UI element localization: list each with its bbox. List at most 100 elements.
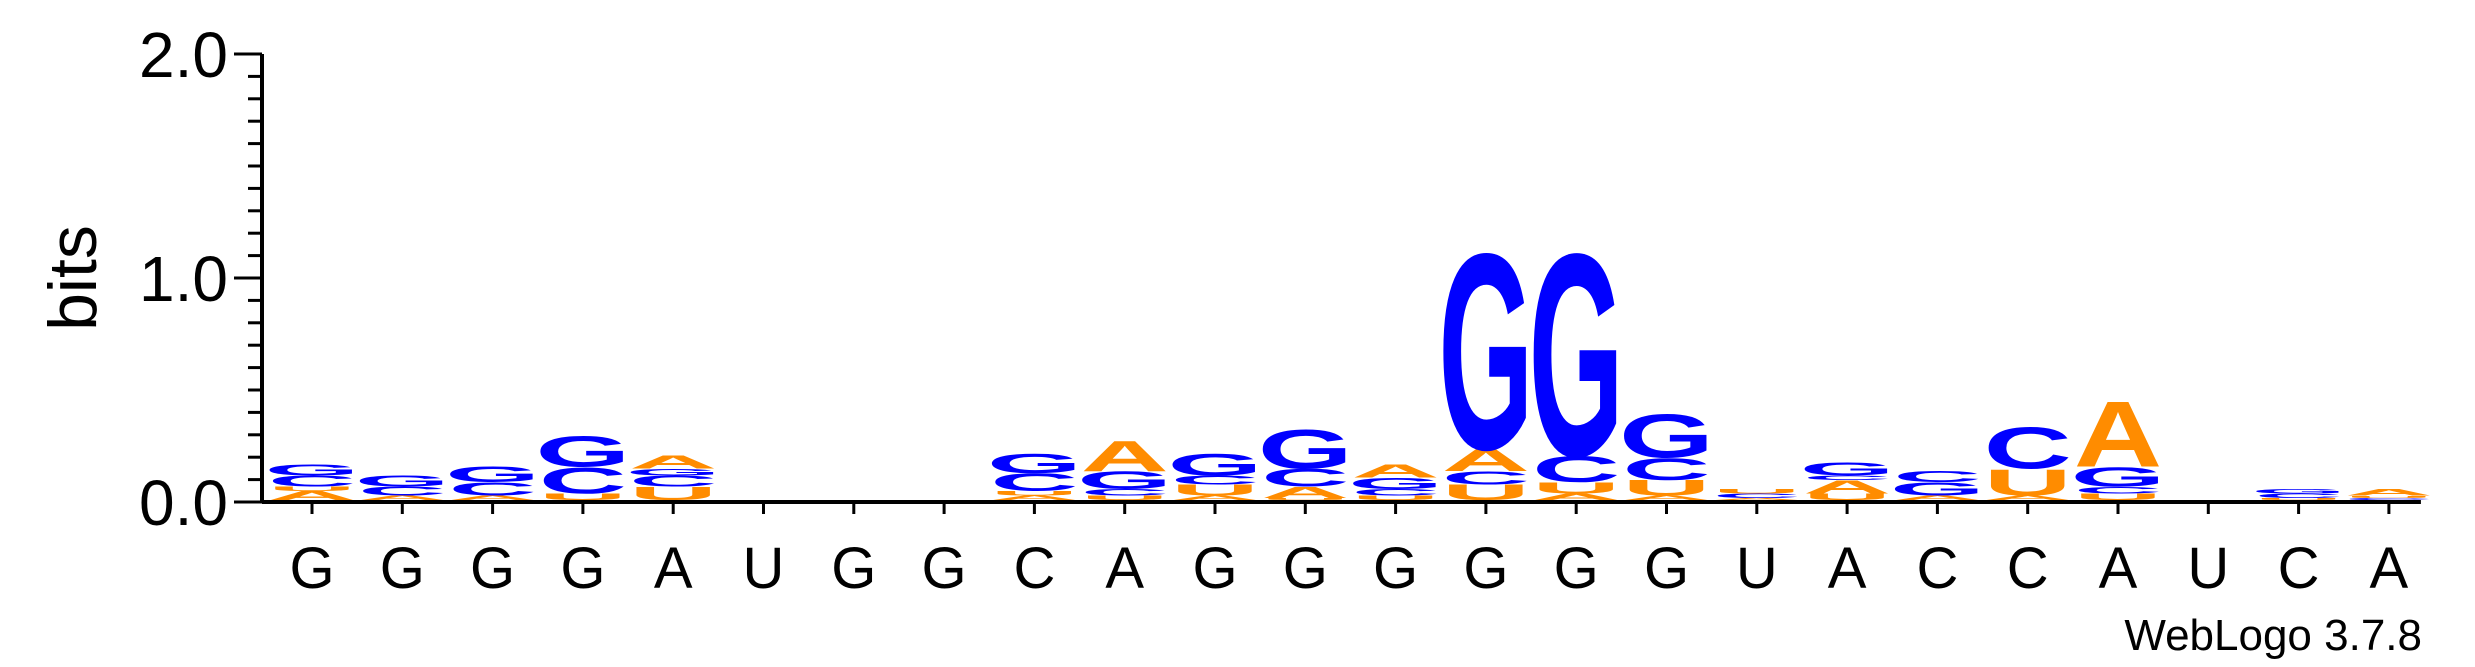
logo-letter: C — [2074, 485, 2162, 495]
logo-letter: G — [1077, 466, 1172, 494]
logo-letter-glyph: G — [535, 427, 630, 475]
logo-letter-glyph: G — [2070, 461, 2165, 492]
logo-letter-glyph: U — [1532, 479, 1620, 496]
logo-letter: G — [1167, 447, 1262, 482]
x-tick-label: G — [1554, 536, 1599, 601]
logo-letter-glyph: G — [626, 467, 721, 477]
logo-letter-glyph: U — [539, 492, 627, 502]
logo-letter: G — [626, 467, 721, 477]
logo-letter-glyph: A — [268, 489, 356, 503]
logo-letter: G — [1258, 419, 1353, 481]
logo-letter: C — [1351, 487, 1439, 497]
logo-letter-glyph: G — [1077, 466, 1172, 494]
logo-letter: G — [355, 473, 450, 490]
logo-letter: A — [2074, 383, 2162, 487]
logo-letter: U — [1171, 482, 1259, 499]
x-tick-label: G — [831, 536, 876, 601]
logo-letter-glyph: C — [1351, 487, 1439, 497]
logo-letter-glyph: G — [1438, 194, 1533, 508]
logo-letter-glyph: G — [445, 462, 540, 486]
logo-letter-glyph: A — [1442, 443, 1530, 478]
logo-letter-glyph: G — [987, 448, 1082, 479]
logo-letter-glyph: C — [1532, 449, 1620, 491]
logo-letter: A — [1081, 432, 1169, 480]
logo-letter: G — [2070, 461, 2165, 492]
logo-letter-glyph: A — [1622, 494, 1710, 501]
logo-letter: A — [2345, 487, 2433, 497]
logo-letter: U — [2254, 497, 2342, 500]
logo-letter: U — [1351, 494, 1439, 501]
logo-letter: C — [1442, 467, 1530, 488]
logo-letter-glyph: A — [1081, 432, 1169, 480]
logo-letter: A — [1713, 497, 1801, 500]
logo-letter-glyph: A — [2074, 383, 2162, 487]
logo-letter-glyph: A — [1893, 494, 1981, 501]
logo-letter: C — [1893, 468, 1981, 485]
logo-letter: A — [1171, 494, 1259, 501]
x-tick-label: G — [560, 536, 605, 601]
logo-stacks: AUCGACGACGUCGUCGAAUCGUCGAAUCGUACGUCGAUCA… — [264, 194, 2433, 517]
logo-letter: C — [1984, 416, 2072, 482]
logo-letter: C — [1171, 473, 1259, 487]
logo-letter-glyph: C — [1442, 467, 1530, 488]
logo-letter: C — [1081, 487, 1169, 497]
logo-letter-glyph: C — [1261, 464, 1349, 492]
logo-letter-glyph: A — [990, 494, 1078, 501]
logo-letter: G — [1890, 479, 1985, 500]
logo-letter: U — [1261, 497, 1349, 500]
logo-letter: C — [2254, 492, 2342, 499]
logo-letter-glyph: U — [1803, 492, 1891, 502]
logo-letter: A — [1532, 492, 1620, 502]
x-tick-label: G — [1283, 536, 1328, 601]
x-tick-label: C — [2278, 536, 2320, 601]
y-tick-label: 1.0 — [139, 243, 228, 315]
logo-letter-glyph: U — [2345, 495, 2433, 498]
logo-letter: G — [1529, 195, 1624, 518]
logo-letter-glyph: U — [1713, 488, 1801, 495]
logo-letter: A — [1261, 484, 1349, 501]
x-tick-label: G — [1644, 536, 1689, 601]
logo-letter: U — [1622, 476, 1710, 500]
logo-letter: C — [268, 473, 356, 490]
logo-letter-glyph: C — [2074, 485, 2162, 495]
logo-letter: C — [990, 468, 1078, 496]
logo-letter-glyph: U — [1351, 494, 1439, 501]
logo-letter: U — [1984, 462, 2072, 504]
logo-letter-glyph: C — [268, 473, 356, 490]
logo-letter-glyph: G — [1619, 401, 1714, 471]
logo-letter: G — [445, 462, 540, 486]
logo-letter: C — [448, 479, 536, 500]
logo-letter: U — [1081, 494, 1169, 501]
logo-letter: C — [629, 473, 717, 490]
logo-letter: U — [2074, 492, 2162, 502]
logo-letter: G — [1800, 458, 1895, 479]
x-tick-label: C — [1013, 536, 1055, 601]
logo-letter-glyph: U — [268, 486, 356, 493]
logo-letter-glyph: A — [1984, 494, 2072, 501]
logo-letter-glyph: A — [358, 494, 446, 501]
x-tick-label: C — [2007, 536, 2049, 601]
logo-letter-glyph: U — [2254, 497, 2342, 500]
logo-letter: A — [629, 452, 717, 473]
logo-letter: A — [1803, 476, 1891, 497]
logo-letter-glyph: U — [1261, 497, 1349, 500]
logo-letter-glyph: C — [1893, 468, 1981, 485]
logo-letter: C — [2345, 497, 2433, 500]
logo-letter: A — [268, 489, 356, 503]
logo-letter-glyph: C — [1803, 474, 1891, 481]
logo-letter-glyph: A — [448, 494, 536, 501]
x-tick-label: U — [1736, 536, 1778, 601]
logo-letter: G — [2251, 488, 2346, 495]
y-axis-label: bits — [35, 225, 111, 331]
logo-letter: G — [1438, 194, 1533, 508]
logo-letter-glyph: A — [1261, 484, 1349, 501]
logo-letter-glyph: U — [2074, 492, 2162, 502]
logo-letter: A — [990, 494, 1078, 501]
logo-letter: U — [1803, 492, 1891, 502]
logo-letter: C — [1622, 452, 1710, 487]
logo-letter-glyph: G — [355, 473, 450, 490]
logo-letter-glyph: G — [1348, 475, 1443, 492]
logo-letter: U — [2345, 495, 2433, 498]
logo-letter-glyph: A — [1351, 461, 1439, 482]
logo-letter: A — [1442, 443, 1530, 478]
